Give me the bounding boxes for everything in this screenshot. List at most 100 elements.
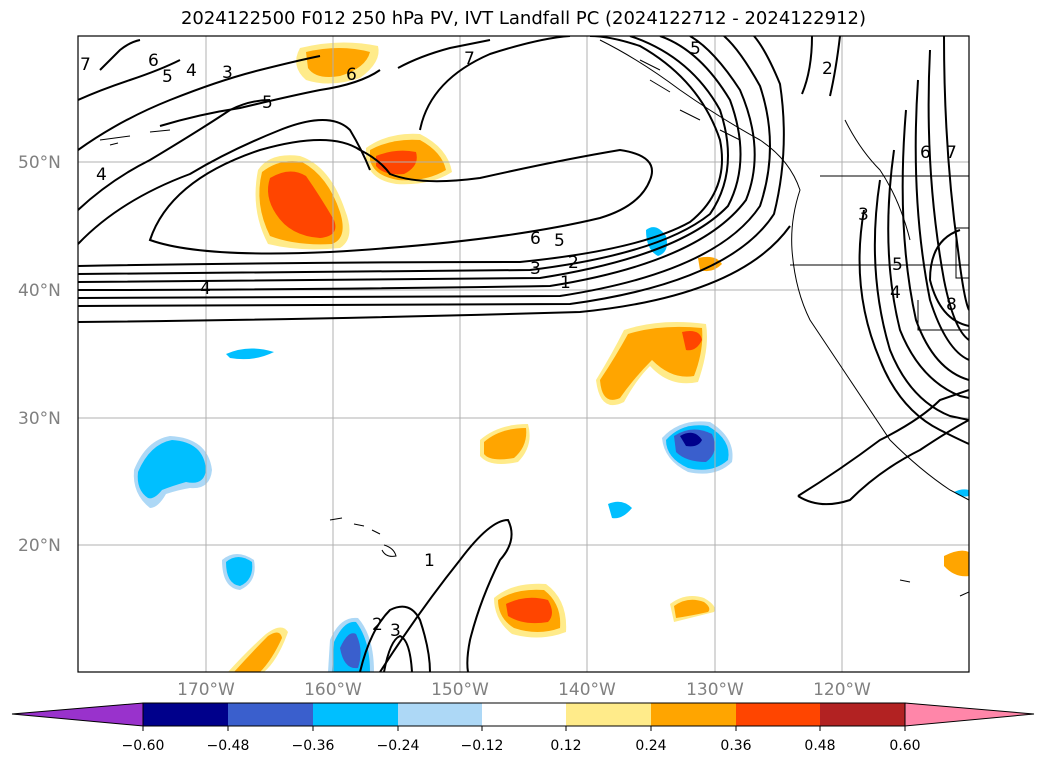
contour-label: 5 bbox=[892, 255, 903, 275]
contour-line bbox=[78, 36, 771, 299]
pv-positive-area bbox=[506, 597, 552, 624]
contour-line bbox=[78, 99, 271, 211]
contour-label: 1 bbox=[560, 273, 571, 293]
pv-positive-area bbox=[698, 256, 722, 272]
contour-line bbox=[928, 229, 969, 327]
colorbar-bin bbox=[398, 703, 482, 726]
contour-label: 3 bbox=[222, 63, 233, 83]
colorbar-tick-label: 0.60 bbox=[889, 738, 921, 754]
colorbar-tick-label: −0.60 bbox=[121, 738, 165, 754]
colorbar-tick-label: 0.36 bbox=[720, 738, 752, 754]
colorbar-extend-high bbox=[904, 702, 1035, 727]
lon-label: 120°W bbox=[813, 680, 871, 700]
pv-positive-area bbox=[234, 632, 282, 672]
contour-line bbox=[359, 605, 431, 672]
contour-line bbox=[858, 209, 969, 445]
coastlines bbox=[99, 39, 969, 597]
contour-line bbox=[887, 149, 969, 399]
contour-label: 3 bbox=[530, 259, 541, 279]
contour-label: 2 bbox=[372, 615, 383, 635]
contour-label: 6 bbox=[530, 229, 541, 249]
contour-line bbox=[943, 36, 969, 311]
contour-label: 7 bbox=[946, 143, 957, 163]
colorbar-tick-label: 0.24 bbox=[635, 738, 667, 754]
contour-label: 4 bbox=[890, 283, 901, 303]
pv-positive-area bbox=[674, 599, 710, 618]
contour-line bbox=[78, 36, 785, 307]
colorbar-bin bbox=[143, 703, 228, 726]
colorbar-tick-label: −0.12 bbox=[460, 738, 504, 754]
colorbar-bin bbox=[482, 703, 566, 726]
contour-line bbox=[99, 39, 141, 71]
pv-negative-area bbox=[340, 633, 361, 669]
contour-line bbox=[383, 634, 413, 672]
contour-label: 6 bbox=[346, 65, 357, 85]
pv-positive-area bbox=[268, 171, 336, 238]
contour-line bbox=[397, 39, 491, 69]
contour-label: 3 bbox=[390, 621, 401, 641]
gridlines bbox=[78, 36, 969, 672]
contour-line bbox=[78, 55, 321, 151]
lon-label: 130°W bbox=[686, 680, 744, 700]
colorbar-tick-label: −0.48 bbox=[206, 738, 250, 754]
lon-label: 160°W bbox=[304, 680, 362, 700]
pv-positive-area bbox=[600, 326, 703, 400]
contour-label: 5 bbox=[162, 67, 173, 87]
contour-line bbox=[797, 419, 969, 506]
contour-label: 7 bbox=[464, 49, 475, 69]
contour-labels: 1 2 3 4 5 6 7 5 2 6 7 8 4 6 5 4 3 5 6 7 … bbox=[80, 39, 957, 641]
pv-negative-area bbox=[608, 501, 632, 519]
colorbar-bin bbox=[651, 703, 736, 726]
colorbar-bin bbox=[313, 703, 398, 726]
contour-label: 4 bbox=[186, 61, 197, 81]
contour-label: 7 bbox=[80, 55, 91, 75]
contour-label: 2 bbox=[822, 59, 833, 79]
contour-line bbox=[148, 139, 653, 255]
contour-label: 8 bbox=[946, 295, 957, 315]
colorbar-tick-label: −0.36 bbox=[291, 738, 335, 754]
pv-negative-area bbox=[954, 489, 969, 497]
contour-label: 5 bbox=[690, 39, 701, 59]
colorbar-tick-label: −0.24 bbox=[376, 738, 420, 754]
contour-line bbox=[873, 179, 969, 421]
contour-line bbox=[901, 109, 969, 381]
colorbar-extend-low bbox=[11, 702, 144, 727]
contour-line bbox=[78, 59, 181, 101]
contour-label: 2 bbox=[568, 253, 579, 273]
ivt-contours bbox=[78, 36, 969, 672]
pv-negative-area bbox=[680, 432, 702, 447]
pv-positive-area bbox=[484, 428, 527, 460]
contour-line bbox=[419, 36, 571, 131]
contour-label: 5 bbox=[262, 93, 273, 113]
pv-positive-area bbox=[306, 48, 370, 77]
pv-positive-area bbox=[944, 550, 969, 577]
contour-line bbox=[914, 79, 969, 361]
lon-label: 150°W bbox=[431, 680, 489, 700]
colorbar-bin bbox=[820, 703, 905, 726]
contour-line bbox=[78, 36, 756, 291]
pv-negative-area bbox=[226, 348, 274, 360]
contour-label: 6 bbox=[148, 51, 159, 71]
lat-label: 40°N bbox=[18, 281, 61, 301]
contour-line bbox=[801, 36, 841, 97]
colorbar-bin bbox=[228, 703, 313, 726]
lat-label: 50°N bbox=[18, 153, 61, 173]
contour-line bbox=[78, 225, 791, 323]
contour-line bbox=[78, 119, 371, 245]
map-frame bbox=[77, 35, 970, 673]
pv-negative-area bbox=[226, 557, 253, 586]
pv-anomaly-shading bbox=[133, 42, 969, 672]
contour-line bbox=[159, 69, 381, 127]
lat-label: 20°N bbox=[18, 536, 61, 556]
contour-label: 4 bbox=[96, 165, 107, 185]
pv-positive-area bbox=[682, 331, 702, 351]
pv-negative-area bbox=[137, 440, 206, 499]
colorbar-frame bbox=[142, 702, 906, 727]
colorbar-bin bbox=[566, 703, 651, 726]
contour-label: 3 bbox=[858, 205, 869, 225]
contour-label: 1 bbox=[424, 551, 435, 571]
contour-label: 4 bbox=[200, 279, 211, 299]
contour-line bbox=[78, 36, 729, 275]
contour-label: 6 bbox=[920, 143, 931, 163]
